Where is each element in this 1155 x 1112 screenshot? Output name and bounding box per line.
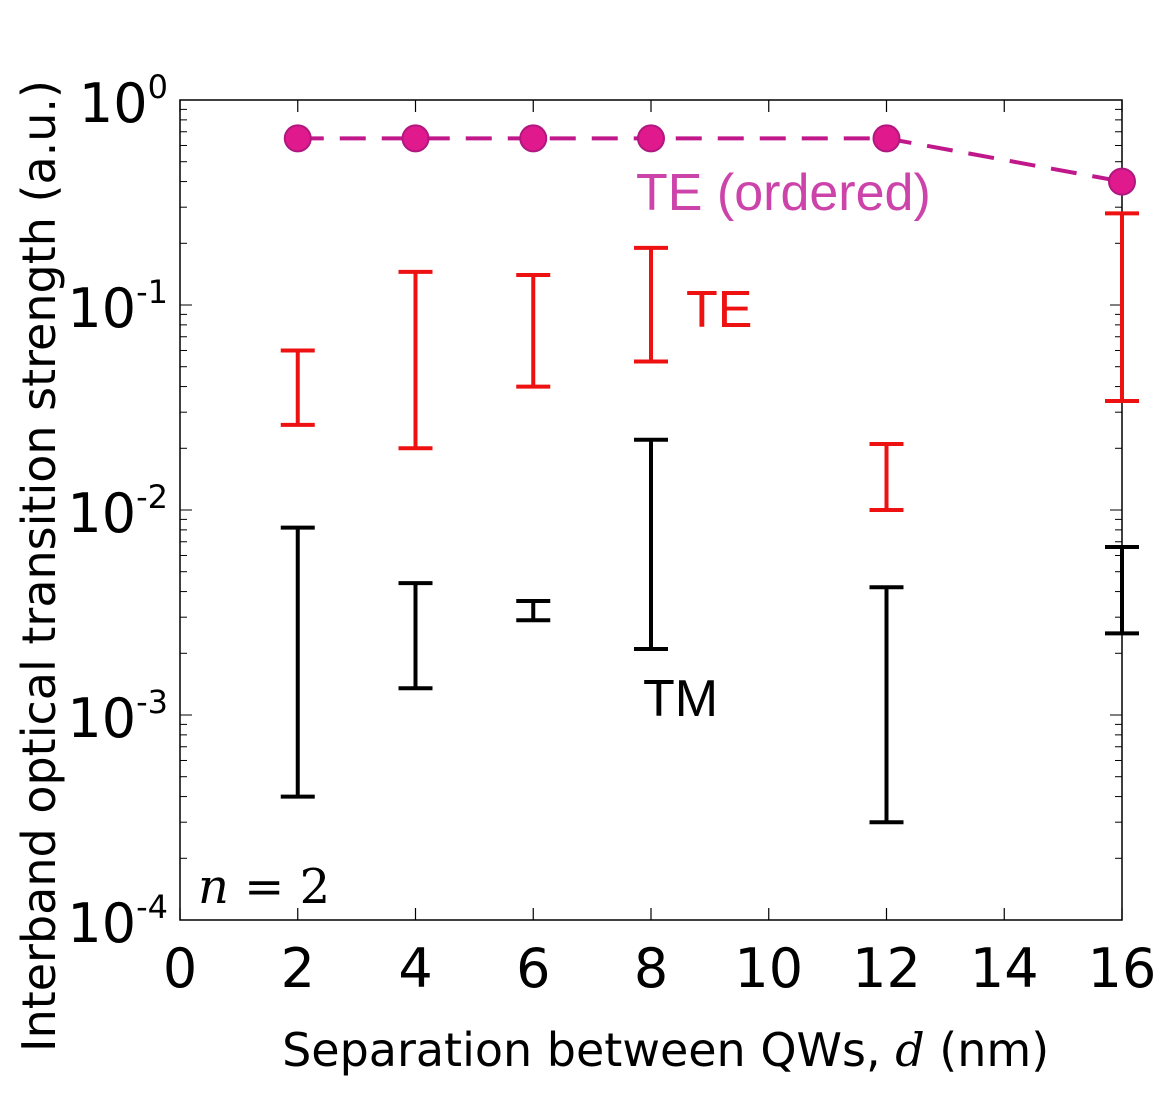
te-ordered-line: [297, 136, 1123, 184]
x-tick-label: 8: [634, 937, 668, 1000]
series-te: [280, 211, 1139, 512]
te-ordered-point: [283, 124, 312, 153]
label-tm: TM: [643, 670, 718, 728]
label-te: TE: [686, 281, 752, 339]
te-ordered-point: [519, 124, 548, 153]
te-ordered-point: [1108, 167, 1136, 196]
x-tick-label: 10: [734, 937, 803, 1000]
y-tick-label: 100: [79, 68, 168, 135]
te-ordered-point: [872, 124, 901, 153]
series-tm: [280, 437, 1139, 825]
x-tick-label: 12: [852, 937, 921, 1000]
y-tick-label: 10-2: [67, 478, 168, 545]
x-tick-label: 0: [163, 937, 197, 1000]
y-tick-label: 10-1: [67, 273, 168, 340]
label-te-ordered: TE (ordered): [636, 164, 931, 222]
te-ordered-point: [637, 124, 665, 153]
x-tick-label: 4: [398, 937, 432, 1000]
annotation-n: n = 2: [198, 859, 330, 915]
x-tick-label: 14: [970, 937, 1039, 1000]
x-tick-labels: 0 2 4 6 8 10 12 14 16: [163, 937, 1155, 1000]
te-ordered-point: [401, 124, 430, 153]
x-tick-label: 6: [516, 937, 550, 1000]
minor-ticks: [180, 108, 1122, 859]
y-tick-labels: 100 10-1 10-2 10-3 10-4: [67, 68, 168, 955]
x-tick-label: 2: [281, 937, 315, 1000]
y-tick-label: 10-3: [67, 683, 168, 750]
y-axis-title: Interband optical transition strength (a…: [12, 80, 66, 1052]
x-tick-label: 16: [1088, 937, 1155, 1000]
series-te-ordered: [283, 124, 1136, 196]
y-tick-label: 10-4: [67, 888, 168, 955]
x-axis-title: Separation between QWs, d (nm): [209, 1023, 1093, 1077]
plot-frame: [179, 99, 1123, 921]
